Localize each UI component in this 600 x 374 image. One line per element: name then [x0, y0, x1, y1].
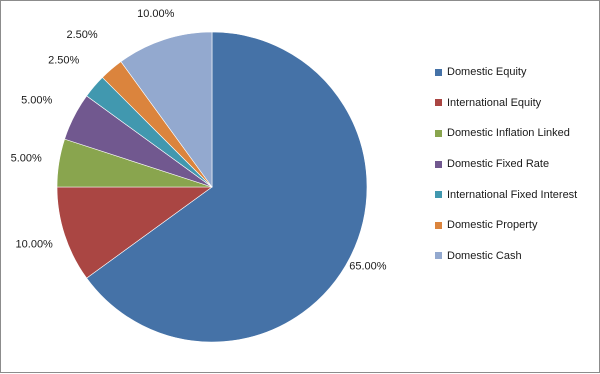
legend-item-domestic-fixed-rate: Domestic Fixed Rate [435, 149, 577, 180]
pie-slice-international-equity [56, 186, 213, 279]
legend-label: Domestic Fixed Rate [447, 158, 550, 171]
data-label-international-fixed-interest: 2.50% [48, 54, 79, 66]
legend-label: Domestic Inflation Linked [447, 127, 570, 140]
legend-label: Domestic Cash [447, 249, 522, 262]
legend-label: Domestic Property [447, 219, 538, 232]
legend-swatch-icon [435, 221, 442, 229]
pie-slice-domestic-cash [120, 31, 213, 188]
pie-slices [56, 31, 368, 343]
legend-item-international-equity: International Equity [435, 88, 577, 119]
legend-item-domestic-cash: Domestic Cash [435, 241, 577, 272]
legend-label: International Fixed Interest [447, 188, 578, 201]
legend-label: International Equity [447, 96, 542, 109]
data-label-domestic-cash: 10.00% [137, 8, 175, 20]
data-label-international-equity: 10.00% [16, 239, 54, 251]
legend-swatch-icon [435, 252, 442, 260]
legend: Domestic Equity International Equity Dom… [435, 57, 577, 271]
legend-item-domestic-inflation-linked: Domestic Inflation Linked [435, 118, 577, 149]
pie-slice-domestic-equity [86, 31, 368, 343]
legend-label: Domestic Equity [447, 66, 527, 79]
legend-item-domestic-property: Domestic Property [435, 210, 577, 241]
legend-item-international-fixed-interest: International Fixed Interest [435, 179, 577, 210]
legend-swatch-icon [435, 191, 442, 199]
legend-swatch-icon [435, 99, 442, 107]
legend-swatch-icon [435, 129, 442, 137]
pie-data-labels: 65.00% 10.00% 5.00% 5.00% 2.50% 2.50% 10.00% [11, 8, 387, 272]
legend-swatch-icon [435, 160, 442, 168]
legend-item-domestic-equity: Domestic Equity [435, 57, 577, 88]
data-label-domestic-equity: 65.00% [349, 260, 387, 272]
data-label-domestic-fixed-rate: 5.00% [21, 95, 52, 107]
data-label-domestic-inflation-linked: 5.00% [11, 152, 42, 164]
legend-swatch-icon [435, 68, 442, 76]
data-label-domestic-property: 2.50% [66, 29, 97, 41]
